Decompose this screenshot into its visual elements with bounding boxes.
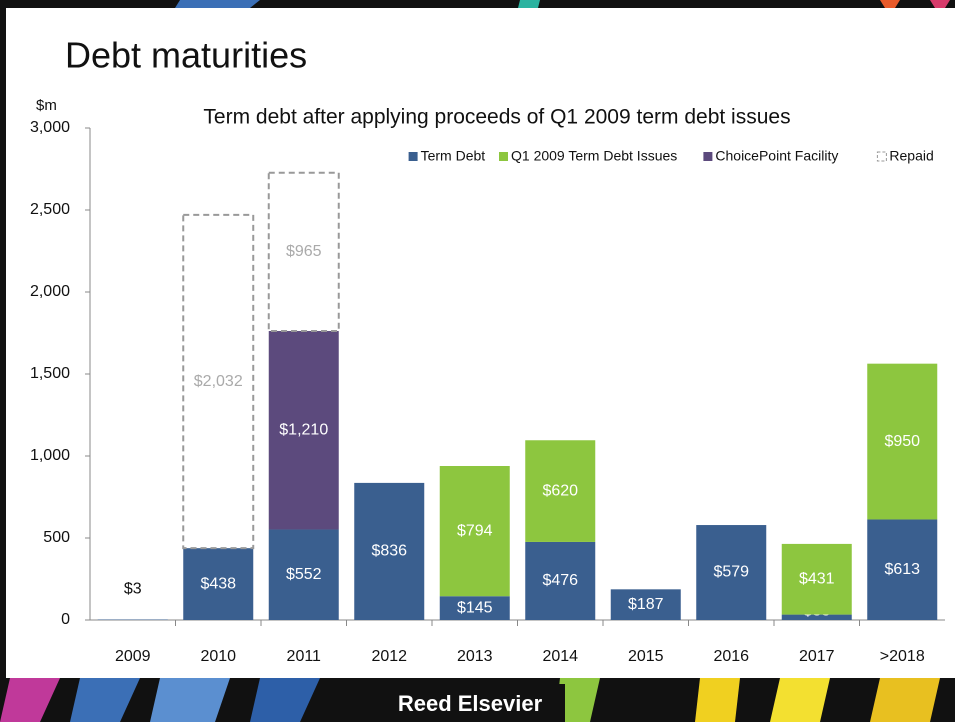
legend-swatch — [408, 152, 418, 161]
bar-segment — [268, 529, 339, 620]
value-label: $552 — [286, 566, 322, 583]
x-tick-label: 2013 — [457, 648, 493, 665]
left-border — [0, 0, 6, 722]
value-label: $965 — [286, 243, 322, 260]
value-label: $187 — [628, 596, 664, 613]
chart-subtitle: Term debt after applying proceeds of Q1 … — [203, 106, 790, 129]
y-unit: $m — [36, 97, 57, 114]
bar-segment — [867, 363, 938, 520]
y-tick-label: 2,000 — [30, 283, 70, 300]
y-tick-label: 1,500 — [30, 365, 70, 382]
x-tick-label: 2017 — [799, 648, 835, 665]
bar-segment — [610, 589, 681, 620]
bar-segment — [525, 440, 596, 542]
value-label: $613 — [884, 561, 920, 578]
x-tick-label: >2018 — [880, 648, 925, 665]
legend-label: ChoicePoint Facility — [715, 148, 838, 164]
bar-segment — [867, 519, 938, 620]
value-label: $579 — [713, 564, 749, 581]
x-tick-label: 2009 — [115, 648, 151, 665]
logo: Reed Elsevier — [398, 691, 543, 716]
value-label: $620 — [542, 482, 578, 499]
legend-swatch — [703, 152, 713, 161]
bar-segment — [781, 614, 852, 620]
x-tick-label: 2016 — [713, 648, 749, 665]
x-tick-label: 2010 — [200, 648, 236, 665]
legend-label: Q1 2009 Term Debt Issues — [511, 148, 677, 164]
value-label: $1,210 — [279, 421, 328, 438]
value-label: $476 — [542, 572, 578, 589]
slide-title: Debt maturities — [65, 35, 307, 76]
bar-segment — [182, 213, 255, 550]
x-tick-label: 2012 — [371, 648, 407, 665]
bar-segment — [696, 525, 767, 620]
bar-segment — [354, 482, 425, 620]
value-label: $950 — [884, 433, 920, 450]
y-tick-label: 500 — [43, 529, 70, 546]
top-decoration — [0, 0, 955, 8]
y-tick-label: 0 — [61, 611, 70, 628]
x-tick-label: 2014 — [542, 648, 578, 665]
value-label: $438 — [200, 575, 236, 592]
value-label: $794 — [457, 522, 493, 539]
legend-swatch — [499, 152, 508, 161]
value-label: $2,032 — [194, 373, 243, 390]
x-tick-label: 2015 — [628, 648, 664, 665]
bar-segment — [183, 548, 254, 620]
y-tick-label: 3,000 — [30, 119, 70, 136]
value-label: $431 — [799, 570, 835, 587]
legend-swatch — [876, 151, 887, 162]
bar-segment — [525, 541, 596, 620]
legend-label: Repaid — [889, 148, 933, 164]
value-label: $3 — [124, 581, 142, 598]
x-tick-label: 2011 — [287, 648, 322, 665]
bar-segment — [439, 466, 510, 597]
y-tick-label: 2,500 — [30, 201, 70, 218]
bar-segment — [781, 543, 852, 615]
bar-segment — [268, 331, 339, 530]
y-tick-label: 1,000 — [30, 447, 70, 464]
bar-segment — [267, 171, 340, 333]
bar-segment — [439, 596, 510, 620]
value-label: $836 — [371, 543, 407, 560]
legend-label: Term Debt — [421, 148, 486, 164]
bottom-decoration — [0, 678, 955, 722]
value-label: $145 — [457, 599, 493, 616]
